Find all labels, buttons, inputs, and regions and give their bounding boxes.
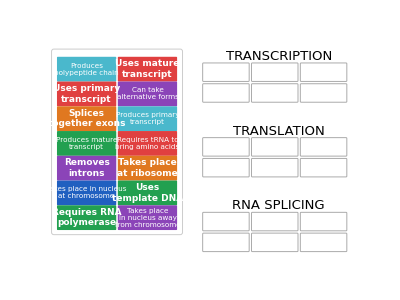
FancyBboxPatch shape — [203, 233, 249, 252]
FancyBboxPatch shape — [52, 49, 182, 235]
Text: RNA SPLICING: RNA SPLICING — [232, 199, 325, 212]
FancyBboxPatch shape — [57, 156, 116, 181]
FancyBboxPatch shape — [118, 156, 177, 181]
FancyBboxPatch shape — [118, 82, 177, 106]
Text: Takes place
in nucleus away
from chromosome: Takes place in nucleus away from chromos… — [114, 208, 180, 228]
FancyBboxPatch shape — [57, 82, 116, 106]
Text: Uses primary
transcript: Uses primary transcript — [53, 84, 120, 104]
Text: TRANSLATION: TRANSLATION — [233, 124, 324, 137]
Text: Uses
template DNA: Uses template DNA — [112, 183, 183, 202]
FancyBboxPatch shape — [252, 233, 298, 252]
Text: Produces mature
transcript: Produces mature transcript — [56, 137, 117, 150]
Text: Requires RNA
polymerase: Requires RNA polymerase — [52, 208, 122, 227]
FancyBboxPatch shape — [118, 106, 177, 131]
Text: Takes place in nucleus
at chromosome: Takes place in nucleus at chromosome — [46, 186, 127, 200]
FancyBboxPatch shape — [203, 84, 249, 102]
FancyBboxPatch shape — [57, 131, 116, 156]
Text: Produces primary
transcript: Produces primary transcript — [116, 112, 179, 125]
FancyBboxPatch shape — [300, 84, 347, 102]
FancyBboxPatch shape — [203, 158, 249, 177]
FancyBboxPatch shape — [252, 84, 298, 102]
FancyBboxPatch shape — [118, 57, 177, 82]
Text: Takes place
at ribosome: Takes place at ribosome — [117, 158, 178, 178]
FancyBboxPatch shape — [57, 57, 116, 82]
FancyBboxPatch shape — [118, 181, 177, 205]
FancyBboxPatch shape — [300, 233, 347, 252]
FancyBboxPatch shape — [300, 212, 347, 231]
FancyBboxPatch shape — [203, 138, 249, 156]
FancyBboxPatch shape — [203, 63, 249, 81]
Text: Requires tRNA to
bring amino acids: Requires tRNA to bring amino acids — [115, 137, 180, 150]
Text: Removes
introns: Removes introns — [64, 158, 110, 178]
FancyBboxPatch shape — [57, 181, 116, 205]
FancyBboxPatch shape — [118, 205, 177, 230]
FancyBboxPatch shape — [252, 63, 298, 81]
FancyBboxPatch shape — [57, 205, 116, 230]
FancyBboxPatch shape — [300, 138, 347, 156]
Text: Can take
alternative forms: Can take alternative forms — [116, 87, 178, 101]
Text: Splices
together exons: Splices together exons — [48, 109, 125, 128]
Text: TRANSCRIPTION: TRANSCRIPTION — [226, 50, 332, 63]
FancyBboxPatch shape — [300, 158, 347, 177]
FancyBboxPatch shape — [118, 131, 177, 156]
FancyBboxPatch shape — [203, 212, 249, 231]
FancyBboxPatch shape — [252, 138, 298, 156]
Text: Produces
polypeptide chain: Produces polypeptide chain — [54, 63, 119, 76]
FancyBboxPatch shape — [57, 106, 116, 131]
FancyBboxPatch shape — [252, 158, 298, 177]
FancyBboxPatch shape — [300, 63, 347, 81]
FancyBboxPatch shape — [252, 212, 298, 231]
Text: Uses mature
transcript: Uses mature transcript — [115, 59, 180, 79]
